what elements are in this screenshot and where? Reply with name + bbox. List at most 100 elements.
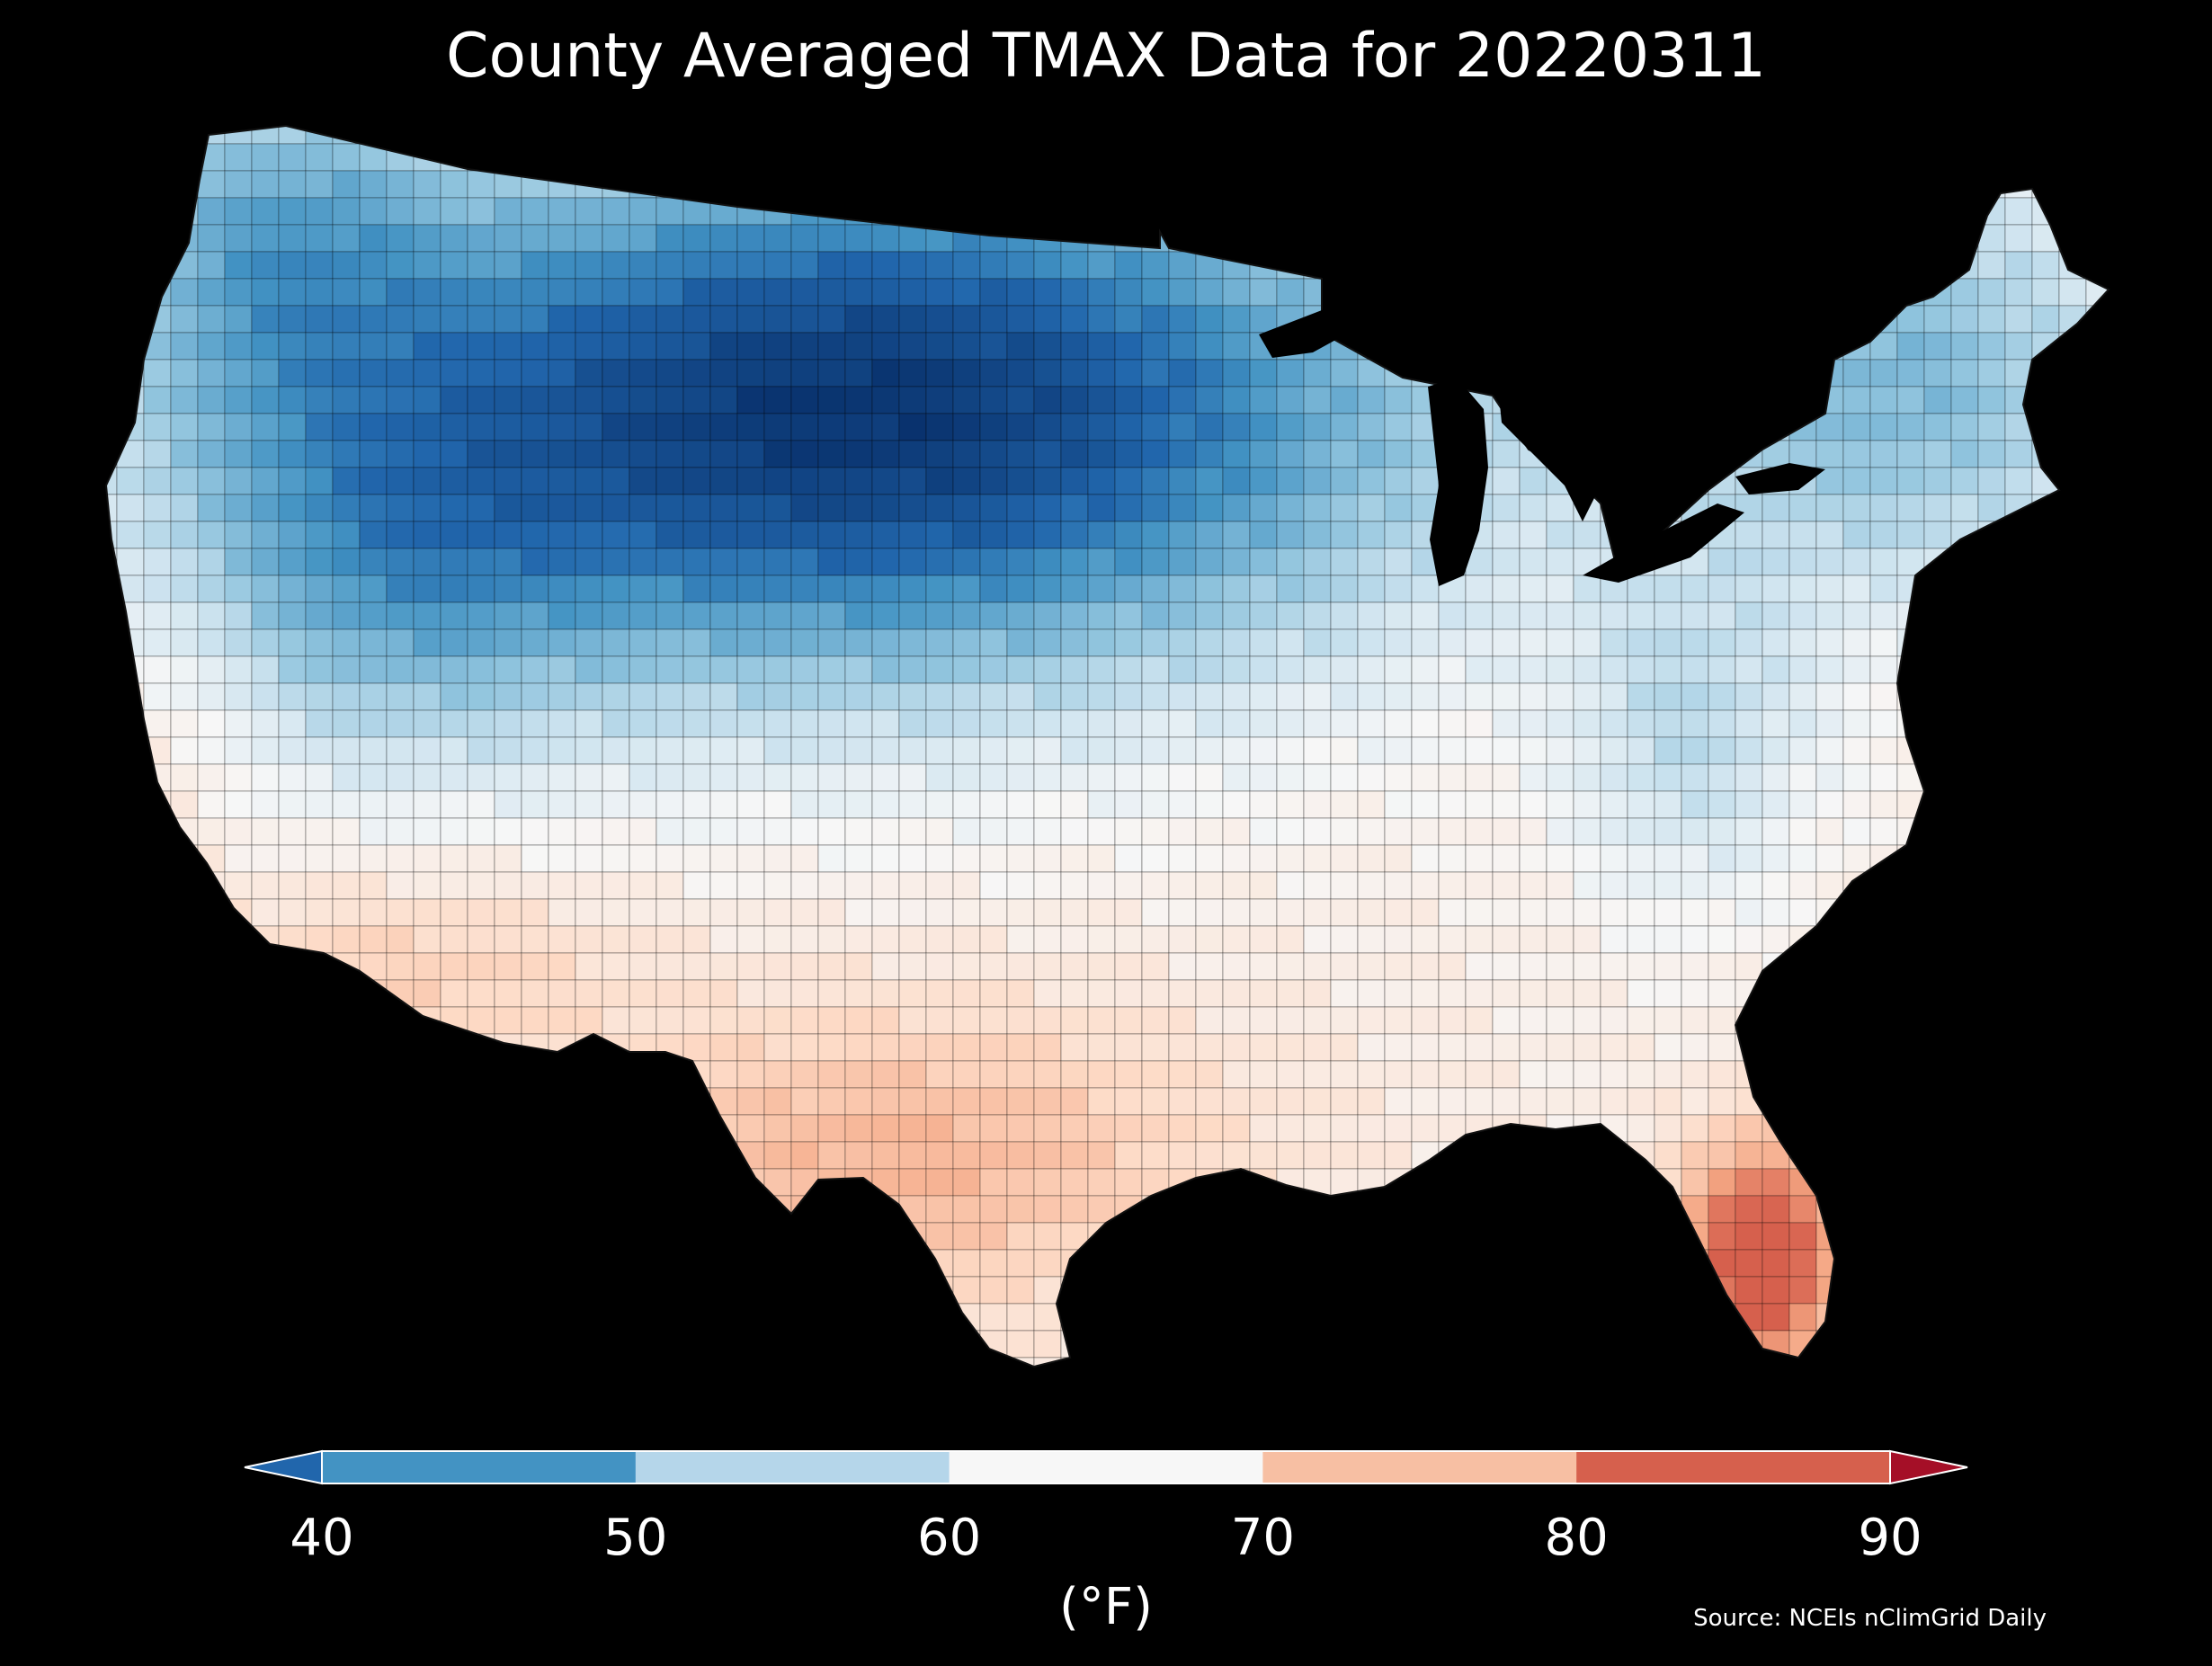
county-cell: [1977, 143, 2006, 172]
county-cell: [224, 655, 253, 684]
county-cell: [467, 521, 495, 549]
county-cell: [1006, 898, 1035, 927]
county-cell: [790, 575, 819, 603]
county-cell: [952, 790, 981, 819]
county-cell: [736, 305, 765, 334]
county-cell: [1195, 925, 1224, 954]
county-cell: [1411, 224, 1440, 253]
county-cell: [709, 359, 738, 388]
county-cell: [1330, 898, 1359, 927]
county-cell: [629, 1249, 657, 1278]
county-cell: [1033, 844, 1062, 873]
county-cell: [197, 521, 226, 549]
county-cell: [1869, 1330, 1898, 1359]
county-cell: [2113, 845, 2140, 872]
county-cell: [143, 1006, 172, 1035]
county-cell: [2004, 1195, 2033, 1224]
county-cell: [1033, 170, 1062, 199]
county-cell: [1815, 126, 1844, 145]
county-cell: [1950, 413, 1979, 441]
county-cell: [1006, 790, 1035, 819]
county-cell: [1168, 682, 1197, 711]
county-cell: [1114, 628, 1143, 657]
county-cell: [278, 1303, 307, 1332]
county-cell: [1546, 1249, 1574, 1278]
county-cell: [575, 1303, 603, 1332]
county-cell: [440, 844, 468, 873]
county-cell: [898, 871, 927, 900]
county-cell: [1869, 1087, 1898, 1116]
county-cell: [1762, 359, 1790, 388]
county-cell: [1950, 1114, 1979, 1143]
county-cell: [1141, 1087, 1170, 1116]
county-cell: [1546, 952, 1574, 981]
county-cell: [1411, 1114, 1440, 1143]
county-cell: [251, 1357, 280, 1367]
county-cell: [1276, 413, 1305, 441]
county-cell: [1627, 736, 1655, 765]
county-cell: [1168, 925, 1197, 954]
county-cell: [413, 1033, 442, 1062]
county-cell: [386, 143, 415, 172]
county-cell: [1788, 763, 1817, 792]
county-cell: [1195, 170, 1224, 199]
county-cell: [1977, 763, 2006, 792]
county-cell: [1627, 1195, 1655, 1224]
county-cell: [952, 1114, 981, 1143]
county-cell: [2004, 763, 2033, 792]
county-cell: [2058, 170, 2087, 199]
county-cell: [305, 817, 334, 846]
county-cell: [1357, 925, 1386, 954]
county-cell: [548, 1249, 576, 1278]
county-cell: [2031, 1087, 2060, 1116]
county-cell: [1276, 790, 1305, 819]
county-cell: [521, 925, 549, 954]
county-cell: [106, 1222, 118, 1251]
county-cell: [1141, 1276, 1170, 1305]
county-cell: [575, 790, 603, 819]
county-cell: [1303, 817, 1332, 846]
county-cell: [1708, 1195, 1736, 1224]
county-cell: [1006, 1006, 1035, 1035]
county-cell: [278, 898, 307, 927]
county-cell: [521, 682, 549, 711]
county-cell: [844, 548, 873, 576]
county-cell: [871, 655, 900, 684]
county-cell: [979, 601, 1008, 630]
county-cell: [979, 1114, 1008, 1143]
county-cell: [1788, 143, 1817, 172]
county-cell: [1977, 925, 2006, 954]
county-cell: [575, 1033, 603, 1062]
county-cell: [1573, 844, 1601, 873]
county-cell: [494, 467, 522, 495]
county-cell: [170, 1168, 199, 1197]
county-cell: [2113, 252, 2140, 279]
county-cell: [871, 1087, 900, 1116]
county-cell: [1195, 763, 1224, 792]
county-cell: [106, 925, 118, 954]
county-cell: [1519, 979, 1548, 1008]
county-cell: [871, 1222, 900, 1251]
county-cell: [1357, 359, 1386, 388]
county-cell: [1060, 494, 1089, 522]
county-cell: [1977, 521, 2006, 549]
county-cell: [1303, 790, 1332, 819]
county-cell: [1222, 1330, 1251, 1359]
county-cell: [1006, 1087, 1035, 1116]
county-cell: [278, 1222, 307, 1251]
county-cell: [1923, 1087, 1952, 1116]
county-cell: [1033, 1168, 1062, 1197]
county-cell: [871, 126, 900, 145]
county-cell: [106, 494, 118, 522]
county-cell: [817, 655, 846, 684]
county-cell: [925, 1087, 954, 1116]
county-cell: [1222, 709, 1251, 738]
county-cell: [224, 736, 253, 765]
county-cell: [602, 1141, 630, 1170]
county-cell: [278, 413, 307, 441]
county-cell: [682, 413, 711, 441]
county-cell: [386, 1168, 415, 1197]
county-cell: [1762, 682, 1790, 711]
county-cell: [1006, 143, 1035, 172]
county-cell: [1249, 278, 1278, 307]
